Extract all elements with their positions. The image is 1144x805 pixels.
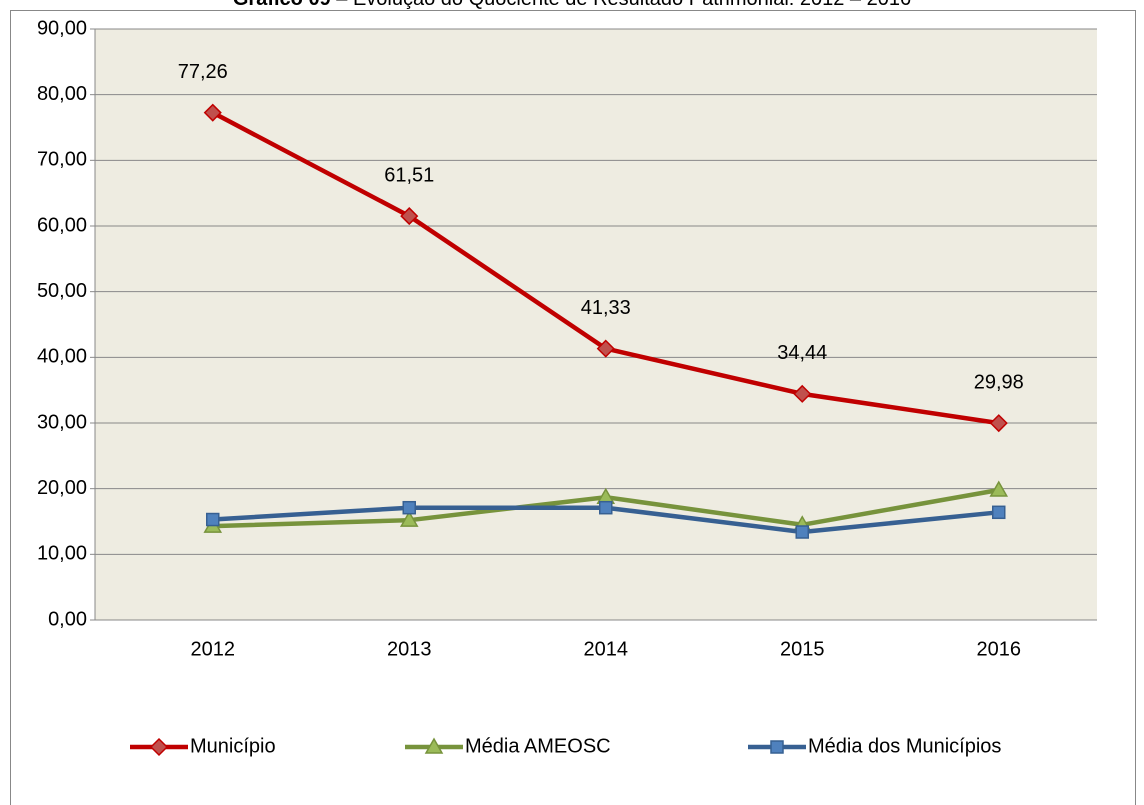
marker <box>203 103 222 122</box>
y-tick-label: 80,00 <box>37 83 87 105</box>
x-tick-label: 2014 <box>584 638 629 660</box>
data-label: 77,26 <box>178 61 228 83</box>
marker <box>770 740 784 754</box>
marker <box>206 512 220 527</box>
title-label: Gráfico 09 <box>233 0 331 10</box>
x-tick-label: 2013 <box>387 638 432 660</box>
y-tick-label: 50,00 <box>37 280 87 302</box>
x-tick-label: 2012 <box>191 638 236 660</box>
data-label: 34,44 <box>777 342 827 364</box>
legend-label: Média dos Municípios <box>808 735 1001 757</box>
data-label: 61,51 <box>384 164 434 186</box>
marker <box>424 737 444 754</box>
y-tick-label: 60,00 <box>37 214 87 236</box>
marker <box>596 339 615 358</box>
marker <box>149 737 169 757</box>
marker <box>989 414 1008 433</box>
legend-label: Média AMEOSC <box>465 735 611 757</box>
marker <box>793 384 812 403</box>
marker <box>795 525 809 539</box>
chart-title: Gráfico 09 – Evolução do Quociente de Re… <box>233 0 911 10</box>
x-tick-label: 2015 <box>780 638 825 660</box>
marker <box>400 207 419 226</box>
marker <box>992 505 1006 520</box>
marker <box>399 510 419 527</box>
data-label: 41,33 <box>581 297 631 319</box>
data-label: 29,98 <box>974 371 1024 393</box>
title-text: – Evolução do Quociente de Resultado Pat… <box>336 0 911 10</box>
marker <box>599 500 613 515</box>
y-tick-label: 10,00 <box>37 543 87 565</box>
x-tick-label: 2016 <box>977 638 1022 660</box>
legend-label: Município <box>190 735 276 757</box>
y-tick-label: 30,00 <box>37 411 87 433</box>
plot-area <box>95 29 1097 620</box>
y-tick-label: 0,00 <box>48 608 87 630</box>
y-tick-label: 70,00 <box>37 149 87 171</box>
y-tick-label: 40,00 <box>37 346 87 368</box>
marker <box>402 500 416 515</box>
y-tick-label: 90,00 <box>37 17 87 39</box>
marker <box>989 480 1009 497</box>
y-tick-label: 20,00 <box>37 477 87 499</box>
